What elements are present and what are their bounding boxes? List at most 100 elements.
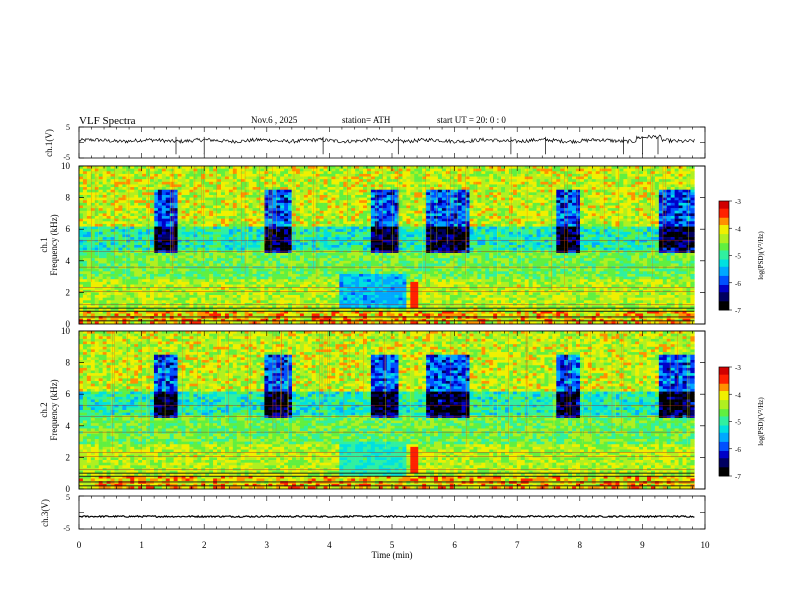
colorbar-segment — [719, 257, 729, 260]
colorbar-segment — [719, 226, 729, 229]
colorbar-segment — [719, 430, 729, 433]
colorbar-segment — [719, 250, 729, 253]
colorbar-tick-label: -5 — [735, 253, 741, 261]
colorbar-segment — [719, 392, 729, 395]
colorbar-segment — [719, 428, 729, 431]
colorbar-segment — [719, 434, 729, 437]
colorbar-segment — [719, 308, 729, 311]
ch1-spec-ylabel-channel: ch.1 — [39, 237, 49, 252]
colorbar-segment — [719, 271, 729, 275]
colorbar-segment — [719, 452, 729, 455]
colorbar-segment — [719, 463, 729, 466]
x-tick-label: 9 — [640, 540, 645, 550]
colorbar-segment — [719, 266, 729, 269]
waveform-y-ticks — [79, 495, 705, 530]
colorbar-segment — [719, 240, 729, 244]
colorbar-segment — [719, 426, 729, 430]
ch3-ylabel: ch.3(V) — [40, 499, 50, 527]
colorbar-segment — [719, 224, 729, 227]
colorbar-segment — [719, 275, 729, 278]
colorbar-segment — [719, 242, 729, 245]
station-label: station= ATH — [342, 115, 391, 125]
colorbar-segment — [719, 206, 729, 209]
colorbar-segment — [719, 385, 729, 388]
ch3-ytick-bottom: -5 — [63, 524, 70, 533]
colorbar-segment — [719, 456, 729, 459]
x-tick-label: 2 — [202, 540, 207, 550]
colorbar-segment — [719, 293, 729, 296]
time-axis-label: Time (min) — [372, 550, 413, 560]
colorbar-segment — [719, 381, 729, 384]
ch1-spec-ylabel-frequency: Frequency (kHz) — [49, 214, 59, 275]
colorbar-segment — [719, 445, 729, 448]
colorbar-segment — [719, 300, 729, 304]
colorbar-segment — [719, 405, 729, 408]
colorbar-segment — [719, 441, 729, 444]
colorbar-segment — [719, 403, 729, 406]
colorbar-segment — [719, 399, 729, 402]
colorbar-tick-label: -6 — [735, 446, 741, 454]
colorbar-segment — [719, 386, 729, 390]
frequency-tick-label: 8 — [66, 193, 71, 203]
colorbar-segment — [719, 419, 729, 422]
colorbar-segment — [719, 228, 729, 231]
colorbar-segment — [719, 295, 729, 298]
ch1-ytick-bottom: -5 — [63, 153, 70, 162]
colorbar-segment — [719, 201, 729, 204]
colorbar-segment — [719, 244, 729, 247]
colorbar-segment — [719, 372, 729, 375]
frequency-tick-label: 0 — [66, 319, 71, 329]
colorbar-segment — [719, 439, 729, 442]
colorbar-segment — [719, 436, 729, 439]
x-tick-marks — [78, 127, 706, 529]
frequency-tick-label: 4 — [66, 256, 71, 266]
colorbar-segment — [719, 291, 729, 295]
colorbar-segment — [719, 368, 729, 372]
frequency-tick-label: 10 — [61, 161, 71, 171]
colorbar-segment — [719, 299, 729, 302]
colorbar-segment — [719, 461, 729, 464]
colorbar-segment — [719, 284, 729, 287]
colorbar-segment — [719, 367, 729, 370]
ch2-spec-ylabel-frequency: Frequency (kHz) — [49, 379, 59, 440]
colorbar-segment — [719, 220, 729, 224]
colorbar-segment — [719, 251, 729, 255]
colorbar-segment — [719, 376, 729, 379]
colorbar-segment — [719, 268, 729, 271]
colorbar-tick-label: -7 — [735, 473, 741, 481]
colorbar-tick-label: -7 — [735, 307, 741, 315]
colorbar-segment — [719, 204, 729, 207]
colorbar-segment — [719, 277, 729, 280]
colorbar-segment — [719, 408, 729, 411]
ch2-spectrogram-panel: ch.2 Frequency (kHz) 0 2 4 6 8 10 — [39, 326, 706, 494]
ch2-colorbar: -3 -4 -5 -6 -7 log(PSD)(V²/Hz) — [718, 364, 765, 481]
x-tick-label: 8 — [578, 540, 583, 550]
ch1-ylabel: ch.1(V) — [44, 129, 54, 157]
frequency-tick-label: 8 — [66, 358, 71, 368]
colorbar-segment — [719, 448, 729, 451]
colorbar-segment — [719, 231, 729, 235]
colorbar-segment — [719, 454, 729, 457]
x-tick-label: 0 — [77, 540, 82, 550]
colorbar-segment — [719, 215, 729, 218]
colorbar-segment — [719, 417, 729, 421]
colorbar-segment — [719, 457, 729, 461]
ch1-waveform-line — [78, 134, 695, 155]
colorbar-segment — [719, 416, 729, 419]
colorbar-segment — [719, 406, 729, 410]
colorbar-segment — [719, 259, 729, 262]
colorbar-tick-label: -3 — [735, 198, 741, 206]
colorbar-segment — [719, 306, 729, 309]
colorbar-segment — [719, 217, 729, 220]
colorbar-segment — [719, 446, 729, 450]
ch3-ytick-top: 5 — [66, 493, 70, 502]
colorbar-tick-label: -4 — [735, 225, 741, 233]
colorbar-segment — [719, 288, 729, 291]
x-tick-label: 3 — [265, 540, 270, 550]
colorbar-segment — [719, 237, 729, 240]
colorbar-segment — [719, 472, 729, 475]
colorbar-segment — [719, 432, 729, 435]
colorbar-segment — [719, 394, 729, 397]
colorbar-segment — [719, 210, 729, 213]
colorbar-segment — [719, 213, 729, 216]
